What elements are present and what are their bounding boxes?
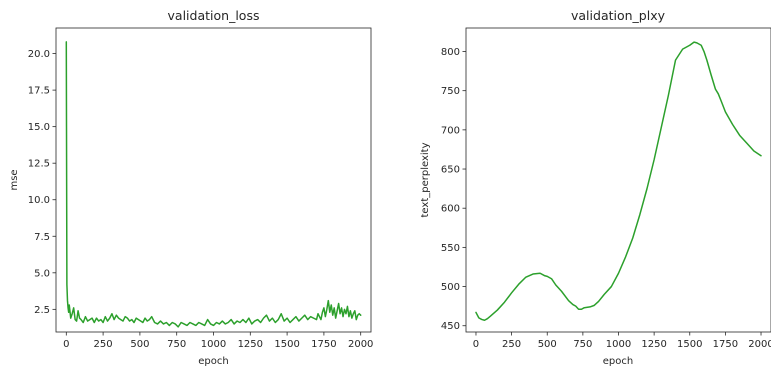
x-tick-label: 1250 bbox=[641, 339, 666, 350]
x-axis-label: epoch bbox=[603, 356, 633, 367]
y-tick-label: 12.5 bbox=[28, 159, 50, 170]
x-tick-label: 500 bbox=[130, 339, 149, 350]
y-tick-label: 5.0 bbox=[34, 268, 50, 279]
plot-area bbox=[65, 41, 362, 328]
y-tick-label: 800 bbox=[441, 47, 460, 58]
y-tick-label: 10.0 bbox=[28, 195, 50, 206]
chart-validation-loss: validation_loss 2.5 5.0 7.5 10.0 12.5 15.0 17.… bbox=[9, 8, 373, 367]
x-tick-label: 2000 bbox=[748, 339, 771, 350]
y-tick-label: 700 bbox=[441, 125, 460, 136]
y-tick-label: 550 bbox=[441, 243, 460, 254]
y-tick-label: 2.5 bbox=[34, 305, 50, 316]
x-tick-label: 1750 bbox=[713, 339, 738, 350]
x-tick-label: 750 bbox=[167, 339, 186, 350]
axes-frame bbox=[55, 27, 372, 333]
series-line bbox=[65, 41, 362, 328]
y-tick-label: 750 bbox=[441, 86, 460, 97]
x-tick-label: 0 bbox=[63, 339, 69, 350]
x-tick-label: 1750 bbox=[311, 339, 336, 350]
y-axis-ticks: 450 500 550 600 650 700 750 800 bbox=[441, 47, 466, 332]
x-tick-label: 250 bbox=[502, 339, 521, 350]
plot-area bbox=[475, 41, 762, 321]
x-tick-label: 1000 bbox=[201, 339, 226, 350]
chart-title: validation_plxy bbox=[571, 8, 666, 23]
y-axis-label: mse bbox=[9, 169, 20, 190]
x-tick-label: 750 bbox=[573, 339, 592, 350]
y-tick-label: 20.0 bbox=[28, 49, 50, 60]
y-tick-label: 600 bbox=[441, 204, 460, 215]
x-tick-label: 1000 bbox=[606, 339, 631, 350]
x-axis-label: epoch bbox=[198, 356, 228, 367]
x-tick-label: 0 bbox=[473, 339, 479, 350]
x-axis-ticks: 0 250 500 750 1000 1250 1500 1750 2000 bbox=[473, 332, 771, 350]
y-tick-label: 500 bbox=[441, 282, 460, 293]
x-tick-label: 1500 bbox=[274, 339, 299, 350]
y-tick-label: 7.5 bbox=[34, 232, 50, 243]
y-tick-label: 450 bbox=[441, 321, 460, 332]
y-axis-ticks: 2.5 5.0 7.5 10.0 12.5 15.0 17.5 20.0 bbox=[28, 49, 56, 316]
x-axis-ticks: 0 250 500 750 1000 1250 1500 1750 2000 bbox=[63, 332, 373, 350]
x-tick-label: 2000 bbox=[348, 339, 373, 350]
axes-frame bbox=[465, 27, 771, 333]
x-tick-label: 500 bbox=[538, 339, 557, 350]
y-axis-label: text_perplexity bbox=[420, 142, 431, 217]
x-tick-label: 1250 bbox=[238, 339, 263, 350]
series-line bbox=[475, 41, 762, 321]
chart-title: validation_loss bbox=[168, 8, 260, 23]
x-tick-label: 1500 bbox=[677, 339, 702, 350]
x-tick-label: 250 bbox=[94, 339, 113, 350]
y-tick-label: 15.0 bbox=[28, 122, 50, 133]
y-tick-label: 17.5 bbox=[28, 86, 50, 97]
chart-validation-plxy: validation_plxy 450 500 550 600 650 700 750 800… bbox=[420, 8, 771, 367]
y-tick-label: 650 bbox=[441, 165, 460, 176]
